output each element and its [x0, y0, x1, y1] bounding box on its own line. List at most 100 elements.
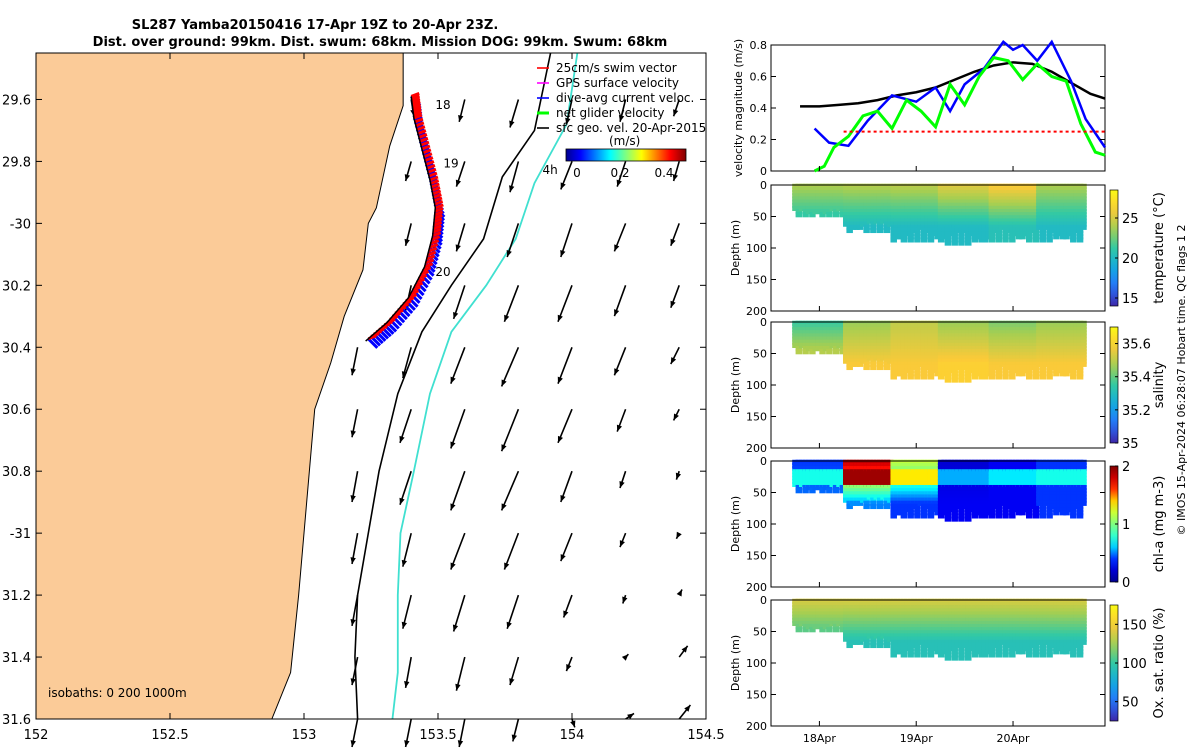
swim-vector — [420, 140, 430, 147]
geo-arrow — [399, 408, 412, 444]
depth-tick-label: 150 — [746, 689, 767, 702]
depth-tick-label: 0 — [760, 179, 767, 192]
swim-vector — [416, 277, 426, 284]
swim-vector — [413, 113, 423, 120]
swim-vector — [426, 163, 436, 170]
geo-arrow — [509, 99, 520, 128]
depth-tick-label: 150 — [746, 274, 767, 287]
geo-arrow — [399, 470, 412, 506]
swim-vector — [420, 270, 430, 276]
depth-tick-label: 50 — [753, 487, 767, 500]
colorbar-label: salinity — [1152, 361, 1167, 408]
map-y-tick-label: 30.2 — [2, 279, 31, 294]
geo-arrow — [455, 161, 466, 187]
swim-vector — [433, 196, 443, 203]
velocity-y-tick-label: 0 — [760, 165, 767, 178]
geo-arrow — [452, 594, 466, 632]
geo-arrow — [404, 656, 412, 688]
isobath-200m — [354, 52, 552, 720]
geo-arrow — [675, 531, 682, 540]
swim-vector — [425, 258, 435, 265]
map-frame — [35, 52, 707, 720]
geo-arrow — [560, 161, 573, 190]
dive-avg-vector — [424, 163, 437, 175]
geo-arrow — [350, 656, 359, 686]
legend-gps-surface: GPS surface velocity — [537, 76, 679, 90]
swim-vector — [433, 217, 443, 224]
velocity-y-tick-label: 0.4 — [750, 102, 768, 115]
dive-avg-vector — [418, 140, 430, 152]
geo-arrow — [565, 656, 573, 672]
chart-title: SL287 Yamba20150416 17-Apr 19Z to 20-Apr… — [132, 18, 499, 33]
dive-avg-vector — [367, 337, 379, 349]
velocity-y-tick-label: 0.2 — [750, 134, 768, 147]
legend-dive-avg: dive-avg current veloc. — [537, 91, 694, 105]
colorbar-tick-label: 50 — [1122, 696, 1139, 711]
geo-arrow — [401, 594, 412, 629]
swim-vector — [411, 94, 421, 101]
swim-vector — [430, 182, 440, 189]
depth-tick-label: 100 — [746, 518, 767, 531]
dive-avg-vector — [420, 147, 432, 160]
depth-tick-label: 200 — [746, 720, 767, 733]
geo-arrow — [450, 470, 466, 511]
depth-axis-label: Depth (m) — [729, 635, 742, 691]
swim-vector — [432, 193, 442, 199]
geo-arrow — [509, 656, 520, 686]
legend-geo-label: sfc geo. vel. 20-Apr-2015 — [556, 121, 706, 135]
swim-vector — [427, 250, 437, 257]
swim-vector — [412, 285, 422, 292]
depth-tick-label: 150 — [746, 550, 767, 563]
geo-arrow — [560, 470, 573, 503]
geo-velocity-arrows — [350, 99, 692, 748]
dive-avg-vector — [421, 151, 433, 163]
swim-vector — [423, 152, 433, 159]
legend-net-label: net glider velocity — [556, 106, 664, 120]
map-colorbar-gradient — [565, 148, 687, 162]
velocity-frame — [770, 44, 1106, 172]
swim-vector — [410, 91, 420, 98]
depth-tick-label: 100 — [746, 379, 767, 392]
map-x-tick-label: 154.5 — [687, 728, 724, 743]
geo-arrow — [350, 718, 359, 748]
depth-axis-label: Depth (m) — [729, 220, 742, 276]
map-colorbar-tick: 0.2 — [610, 166, 629, 180]
colorbar-tick-label: 35.6 — [1122, 338, 1151, 353]
geo-arrow — [458, 99, 466, 123]
swim-vector — [421, 144, 431, 151]
geo-arrow — [450, 346, 466, 384]
map-y-tick-label: 30.4 — [2, 341, 31, 356]
geo-arrow — [557, 285, 573, 323]
geo-arrow — [618, 99, 627, 123]
geo-arrow — [672, 161, 680, 182]
legend-sfc-geo: sfc geo. vel. 20-Apr-2015 — [537, 121, 706, 135]
map-colorbar: (m/s) 0 0.2 0.4 — [565, 134, 687, 180]
swim-vector — [410, 289, 420, 296]
swim-vector — [434, 210, 444, 217]
day-label: 4h — [543, 163, 558, 177]
geo-arrow — [401, 347, 412, 379]
geo-arrow — [350, 409, 359, 438]
map-y-tick-label: 31.2 — [2, 589, 31, 604]
section-colorbar — [1109, 326, 1119, 444]
colorbar-tick-label: 0 — [1122, 576, 1130, 591]
swim-vector — [407, 293, 418, 300]
dive-avg-vector — [412, 116, 424, 129]
swim-vector — [412, 105, 422, 112]
geo-arrow — [678, 645, 689, 658]
map-colorbar-tick: 0 — [573, 166, 581, 180]
swim-vector — [433, 220, 443, 227]
map-x-tick-label: 152.5 — [151, 728, 188, 743]
section-chlorophyll: 0 50 100 150 200 Depth (m) 0 1 2 chl-a (mg m-3) — [729, 455, 1167, 594]
swim-vector — [429, 242, 439, 249]
geo-arrow — [500, 470, 520, 511]
swim-vector — [432, 227, 442, 234]
geo-arrow — [506, 223, 520, 258]
colorbar-tick-label: 35.4 — [1122, 371, 1151, 386]
geo-arrow — [500, 408, 520, 452]
map-x-tick-label: 152 — [24, 728, 49, 743]
geo-arrow — [619, 470, 627, 489]
geo-arrow — [613, 223, 627, 252]
map-legend: 25cm/s swim vector GPS surface velocity … — [537, 61, 706, 135]
